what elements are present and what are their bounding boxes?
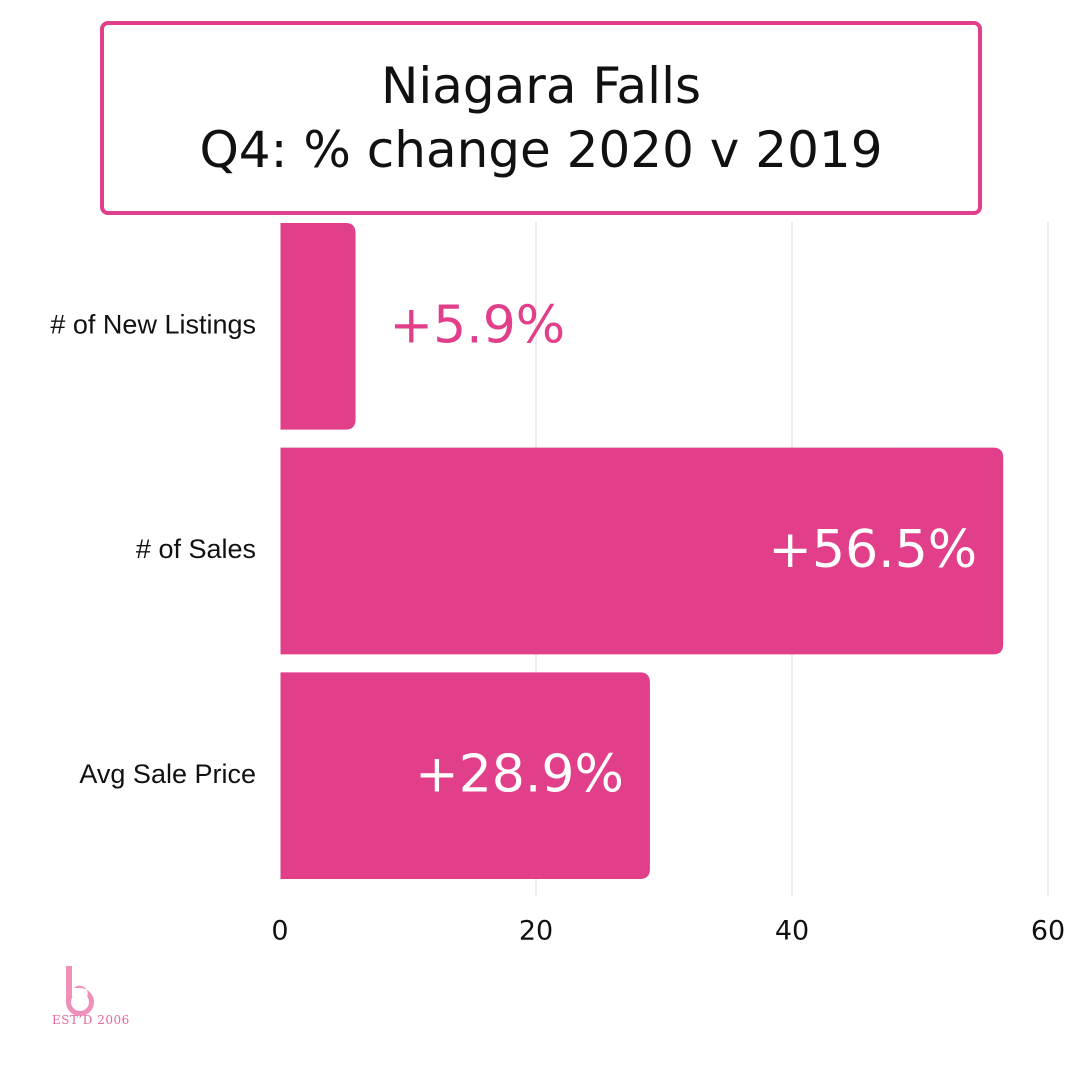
x-tick-label: 60 (1031, 916, 1065, 947)
logo-caption: EST’D 2006 (52, 1013, 130, 1027)
y-tick-label: Avg Sale Price (79, 759, 256, 789)
x-tick-label: 20 (519, 916, 553, 947)
chart-title: Niagara Falls (380, 57, 702, 115)
x-tick-label: 40 (775, 916, 809, 947)
chart-title-box: Niagara Falls Q4: % change 2020 v 2019 (100, 21, 982, 215)
x-tick-label: 0 (271, 916, 288, 947)
y-tick-label: # of New Listings (50, 309, 256, 339)
bar (280, 223, 356, 430)
bar (280, 447, 1004, 655)
data-label: +5.9% (390, 295, 566, 355)
chart-subtitle: Q4: % change 2020 v 2019 (199, 121, 883, 179)
data-label: +28.9% (415, 745, 624, 805)
bar (280, 672, 650, 879)
data-label: +56.5% (768, 520, 977, 580)
y-tick-label: # of Sales (136, 534, 256, 564)
b-logo-icon (66, 966, 94, 1016)
